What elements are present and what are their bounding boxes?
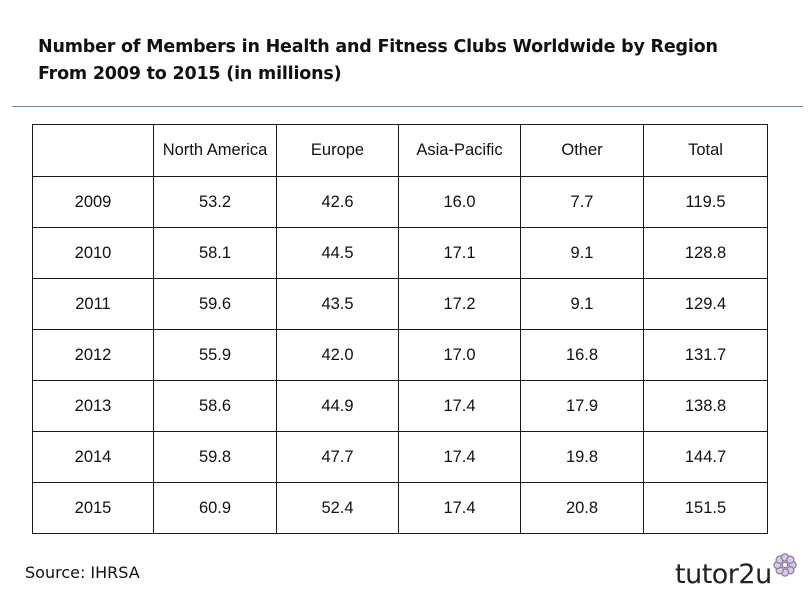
value-cell: 17.1: [398, 227, 521, 279]
value-cell: 17.4: [398, 431, 521, 483]
value-cell: 60.9: [153, 482, 277, 534]
table-row: 2012 55.9 42.0 17.0 16.8 131.7: [32, 329, 768, 381]
header-cell: Total: [643, 124, 768, 177]
chart-title-line-2: From 2009 to 2015 (in millions): [38, 64, 342, 84]
value-cell: 17.4: [398, 380, 521, 432]
value-cell: 17.2: [398, 278, 521, 330]
value-cell: 9.1: [520, 227, 644, 279]
year-cell: 2011: [32, 278, 154, 330]
value-cell: 17.0: [398, 329, 521, 381]
chart-title-line-1: Number of Members in Health and Fitness …: [38, 37, 718, 57]
value-cell: 58.6: [153, 380, 277, 432]
year-cell: 2013: [32, 380, 154, 432]
value-cell: 20.8: [520, 482, 644, 534]
flower-petal: [786, 555, 795, 564]
value-cell: 144.7: [643, 431, 768, 483]
value-cell: 19.8: [520, 431, 644, 483]
table-row: 2015 60.9 52.4 17.4 20.8 151.5: [32, 482, 768, 534]
header-cell: Europe: [276, 124, 399, 177]
table-row: 2010 58.1 44.5 17.1 9.1 128.8: [32, 227, 768, 279]
header-cell: North America: [153, 124, 277, 177]
value-cell: 17.9: [520, 380, 644, 432]
value-cell: 16.0: [398, 176, 521, 228]
header-cell: Other: [520, 124, 644, 177]
value-cell: 53.2: [153, 176, 277, 228]
chart-title: Number of Members in Health and Fitness …: [38, 34, 778, 88]
table-row: 2014 59.8 47.7 17.4 19.8 144.7: [32, 431, 768, 483]
value-cell: 128.8: [643, 227, 768, 279]
table-row: 2009 53.2 42.6 16.0 7.7 119.5: [32, 176, 768, 228]
value-cell: 59.8: [153, 431, 277, 483]
value-cell: 119.5: [643, 176, 768, 228]
year-cell: 2015: [32, 482, 154, 534]
source-note: Source: IHRSA: [25, 563, 140, 582]
value-cell: 52.4: [276, 482, 399, 534]
value-cell: 44.9: [276, 380, 399, 432]
value-cell: 55.9: [153, 329, 277, 381]
data-table: North America Europe Asia-Pacific Other Tota…: [32, 124, 768, 534]
value-cell: 138.8: [643, 380, 768, 432]
table-body: 2009 53.2 42.6 16.0 7.7 119.5 2010 58.1 44.5 17.1…: [32, 176, 768, 534]
value-cell: 129.4: [643, 278, 768, 330]
value-cell: 58.1: [153, 227, 277, 279]
value-cell: 9.1: [520, 278, 644, 330]
table-row: 2011 59.6 43.5 17.2 9.1 129.4: [32, 278, 768, 330]
value-cell: 43.5: [276, 278, 399, 330]
table-row: 2013 58.6 44.9 17.4 17.9 138.8: [32, 380, 768, 432]
table-header-row: North America Europe Asia-Pacific Other Tota…: [32, 124, 768, 177]
tutor2u-logo: tutor2u: [675, 546, 805, 602]
title-divider: [12, 106, 803, 107]
value-cell: 151.5: [643, 482, 768, 534]
value-cell: 47.7: [276, 431, 399, 483]
year-cell: 2009: [32, 176, 154, 228]
flower-icon: [773, 553, 797, 577]
year-cell: 2012: [32, 329, 154, 381]
year-cell: 2010: [32, 227, 154, 279]
value-cell: 16.8: [520, 329, 644, 381]
value-cell: 131.7: [643, 329, 768, 381]
year-cell: 2014: [32, 431, 154, 483]
header-cell: Asia-Pacific: [398, 124, 521, 177]
value-cell: 44.5: [276, 227, 399, 279]
value-cell: 59.6: [153, 278, 277, 330]
value-cell: 42.0: [276, 329, 399, 381]
value-cell: 17.4: [398, 482, 521, 534]
logo-text: tutor2u: [675, 559, 772, 590]
value-cell: 42.6: [276, 176, 399, 228]
value-cell: 7.7: [520, 176, 644, 228]
header-cell-year: [32, 124, 154, 177]
